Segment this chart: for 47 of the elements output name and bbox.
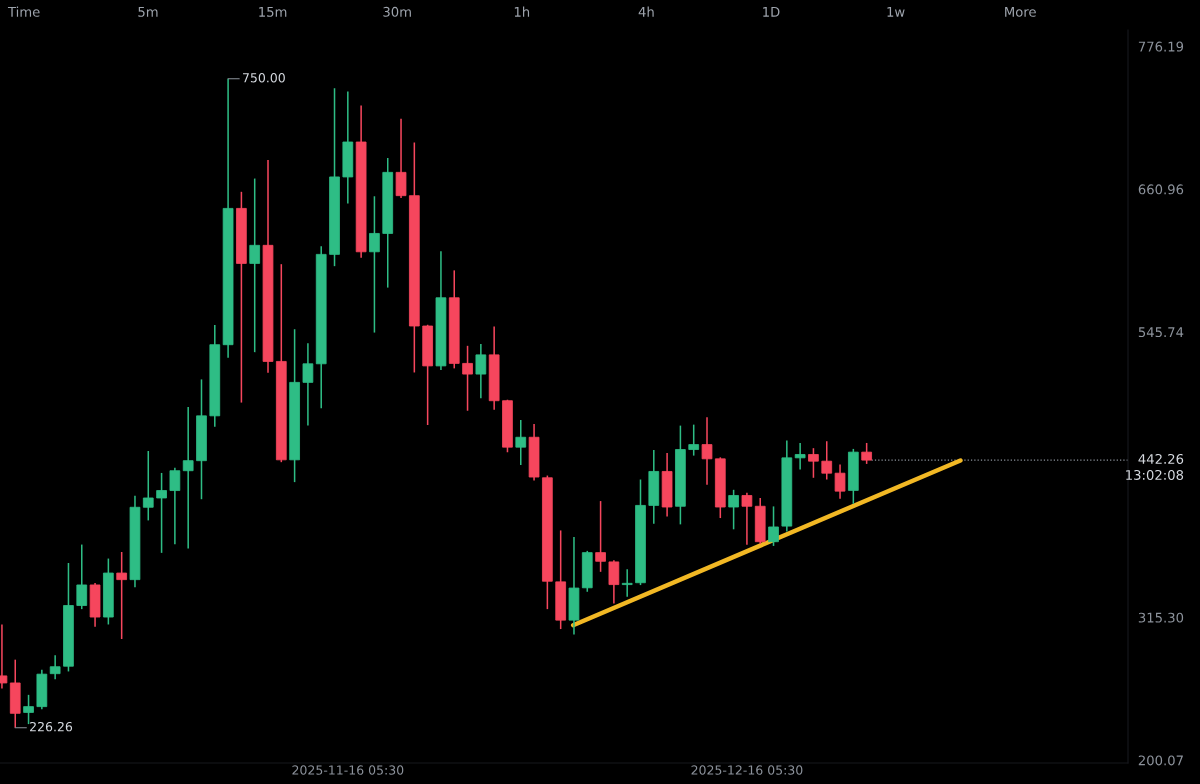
text: More [1005,7,1036,17]
candlestick [808,447,819,479]
candlestick [728,489,739,531]
candlestick [515,419,527,466]
candlestick [156,472,167,554]
candlestick [76,543,88,610]
candlestick [249,177,261,353]
candlestick [621,568,633,598]
text: 30m [383,6,411,17]
candlestick [369,195,380,334]
candlestick [169,467,181,545]
candlestick [834,463,846,500]
text: 15m [259,7,287,17]
text: 1h [514,6,530,17]
candlestick [741,491,753,546]
y-tick-label: 200.07 [1138,755,1183,766]
candlestick [701,416,713,486]
x-tick-label: 2025-11-16 05:30 [292,765,404,775]
x-tick-label: 2025-12-16 05:30 [691,765,803,775]
y-tick-label: 776.19 [1138,41,1184,52]
candlestick [861,442,872,465]
candlestick [688,423,700,457]
annotation: 13:02:08 [1126,469,1184,480]
candlestick [49,654,61,681]
candlestick [116,551,128,640]
candlestick [142,450,154,522]
text: Time [7,6,40,17]
text: 5m [138,7,158,17]
candlestick [395,118,407,199]
annotation: 750.00 [243,72,285,83]
candlestick [182,406,194,550]
y-tick-label: 660.96 [1138,184,1184,195]
y-tick-label: 315.30 [1138,612,1184,623]
annotation: 226.26 [30,721,73,732]
candlestick [794,442,806,471]
y-tick-label: 545.74 [1138,327,1184,338]
text: 4h [638,6,654,17]
candlestick [821,440,833,481]
text: 1w [887,7,905,17]
candlestick [475,343,487,400]
candlestick [462,345,473,412]
ref-line-label: 442.26 [1138,453,1184,464]
candlestick [768,505,779,547]
text: 1D [763,7,780,17]
candlestick [302,342,314,427]
candlestick [608,559,620,605]
candlestick [595,500,606,573]
